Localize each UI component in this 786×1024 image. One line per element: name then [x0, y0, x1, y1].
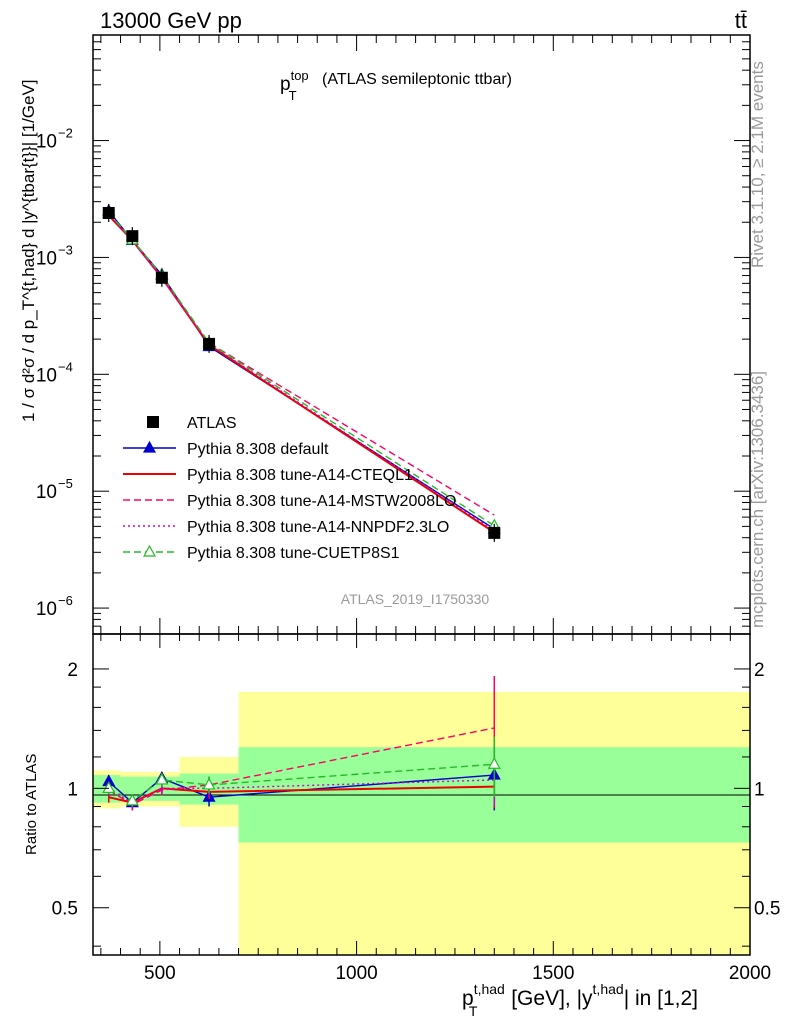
- plot-title: ptop T: [280, 68, 309, 103]
- legend-marker: [142, 440, 157, 453]
- ratio-tick-label-left: 2: [67, 660, 78, 681]
- ratio-series-group: [102, 675, 501, 811]
- y-tick-exponent: −2: [58, 126, 73, 141]
- y-tick-label: 10: [36, 365, 57, 386]
- legend-label: ATLAS: [187, 415, 237, 432]
- plot-title-sup: top: [291, 68, 309, 83]
- series-line-ratio: [108, 763, 495, 802]
- data-point: [126, 230, 139, 243]
- series-marker: [487, 757, 501, 769]
- ratio-uncertainty-bands: [93, 691, 751, 955]
- legend-marker: [147, 416, 159, 428]
- y-tick-label: 10: [36, 482, 57, 503]
- legend-label: Pythia 8.308 tune-CUETP8S1: [187, 545, 400, 562]
- y-tick-label: 10: [36, 599, 57, 620]
- ratio-y-label: Ratio to ATLAS: [23, 754, 40, 855]
- plot-title-rest: (ATLAS semileptonic ttbar): [322, 71, 512, 88]
- legend-label: Pythia 8.308 default: [187, 441, 329, 458]
- x-label-sup: t,had: [474, 981, 505, 997]
- x-tick-label: 1500: [532, 963, 574, 984]
- plot-title-sub: T: [289, 88, 297, 103]
- main-y-label: 1 / σ d²σ / d p_T^{t,had} d |y^{tbar{t}}…: [19, 79, 38, 422]
- series-line-ratio: [108, 779, 495, 804]
- x-tick-label: 1000: [335, 963, 377, 984]
- data-point: [203, 337, 216, 350]
- ratio-tick-label-left: 0.5: [52, 899, 78, 920]
- y-tick-exponent: −6: [58, 593, 73, 608]
- main-y-ticks: 10−210−310−410−510−6: [36, 34, 750, 635]
- ratio-tick-label-right: 0.5: [754, 899, 780, 920]
- mcplots-label: mcplots.cern.ch [arXiv:1306.3436]: [748, 371, 767, 628]
- legend-marker: [142, 544, 157, 557]
- y-tick-label: 10: [36, 248, 57, 269]
- ratio-y-ticks: 2 2 1 1 0.5 0.5: [52, 660, 780, 947]
- process-label: tt̄: [735, 8, 747, 33]
- ratio-tick-label-right: 1: [754, 779, 765, 800]
- analysis-label: ATLAS_2019_I1750330: [341, 591, 490, 607]
- y-tick-label: 10: [36, 132, 57, 153]
- data-point: [102, 206, 115, 219]
- x-label-sub: T: [469, 1003, 478, 1019]
- energy-label: 13000 GeV pp: [100, 8, 242, 33]
- x-label-unit: [GeV], |y: [505, 987, 593, 1010]
- series-marker: [202, 777, 216, 790]
- main-data-points: [102, 203, 501, 542]
- legend-label: Pythia 8.308 tune-A14-NNPDF2.3LO: [187, 519, 449, 536]
- legend-label: Pythia 8.308 tune-A14-CTEQL1: [187, 467, 413, 484]
- series-marker: [125, 793, 139, 806]
- x-label-tail: | in [1,2]: [624, 987, 698, 1010]
- main-plot-panel: 10−210−310−410−510−6 ptop T (ATLAS semile…: [19, 34, 751, 635]
- legend-label: Pythia 8.308 tune-A14-MSTW2008LO: [187, 493, 456, 510]
- x-axis-label: pt,had T [GeV], |yt,had| in [1,2]: [462, 981, 698, 1019]
- rivet-label: Rivet 3.1.10, ≥ 2.1M events: [748, 61, 767, 268]
- ratio-tick-label-left: 1: [67, 779, 78, 800]
- series-marker: [155, 772, 169, 785]
- data-point: [488, 526, 501, 539]
- x-axis-ticks: 500 1000 1500 2000: [100, 35, 771, 984]
- series-marker: [102, 781, 116, 793]
- y-tick-exponent: −3: [58, 242, 73, 257]
- data-point: [155, 271, 168, 284]
- x-label-sup2: t,had: [593, 981, 624, 997]
- ratio-tick-label-right: 2: [754, 660, 765, 681]
- ratio-plot-panel: 2 2 1 1 0.5 0.5 Ratio to ATLAS: [23, 633, 780, 956]
- y-tick-exponent: −4: [58, 359, 73, 374]
- x-tick-label: 500: [144, 963, 176, 984]
- y-tick-exponent: −5: [58, 476, 73, 491]
- ratio-frame: [92, 633, 751, 956]
- legend: ATLAS Pythia 8.308 default Pythia 8.308 tu…: [123, 415, 456, 562]
- series-line-main: [108, 214, 495, 534]
- plot-title-base: p: [280, 74, 291, 95]
- x-label-main: p: [462, 987, 474, 1010]
- x-tick-label: 2000: [729, 963, 771, 984]
